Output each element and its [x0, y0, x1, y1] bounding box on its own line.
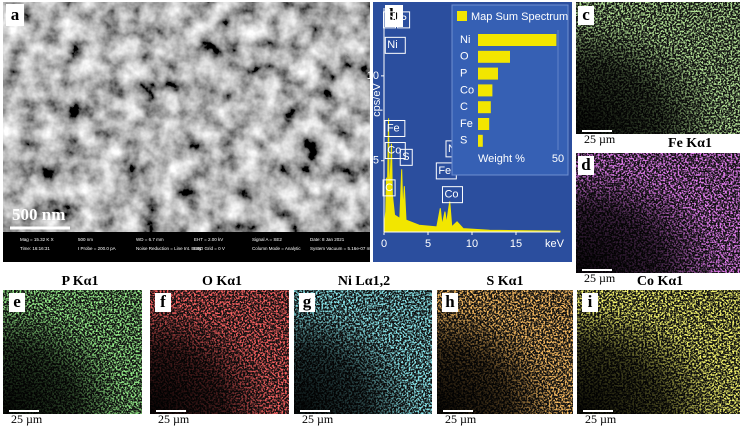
map-shade [576, 153, 740, 273]
panel-label: c [582, 5, 590, 24]
sem-info: Time: 16:16:31 [20, 246, 50, 251]
x-axis-label: keV [545, 238, 565, 250]
peak-label-box [384, 119, 406, 137]
panel-label-box [155, 293, 171, 312]
bar [478, 118, 490, 130]
panel-label-box [582, 293, 598, 312]
map-title: Ni Lα1,2 [338, 274, 390, 289]
x-tick-label: 0 [381, 238, 387, 250]
sem-info: ESD Grid = 0 V [194, 246, 225, 251]
category-label: Co [460, 84, 474, 96]
panel-label: b [389, 5, 398, 24]
map-shade [3, 290, 142, 414]
map-title: Co Kα1 [637, 274, 683, 289]
map-title: S Kα1 [487, 274, 524, 289]
scale-bar-label: 25 µm [11, 412, 43, 426]
map-title: P Kα1 [62, 274, 99, 289]
scale-bar-label: 25 µm [445, 412, 477, 426]
category-label: S [460, 135, 467, 147]
sem-info: System Vacuum = 5.16e-07 mbar [310, 246, 377, 251]
panel-label-box [442, 293, 458, 312]
scale-bar-label: 25 µm [158, 412, 190, 426]
panel-label: a [11, 5, 20, 24]
bar [478, 84, 493, 97]
bar [478, 50, 510, 63]
panel-label: i [588, 292, 593, 311]
inset-background [451, 4, 569, 176]
peak-label-box [397, 11, 411, 29]
sem-info: Signal A = SE2 [252, 237, 282, 242]
map-shade [437, 290, 573, 414]
sem-info: EHT = 2.00 kV [194, 237, 223, 242]
map-shade [150, 290, 289, 414]
panel-label-box [6, 4, 24, 26]
panel-label: g [303, 292, 312, 311]
y-axis-label: cps/eV [371, 83, 383, 117]
peak-label: S [402, 151, 409, 163]
peak-label: Ni [387, 39, 397, 51]
bar [478, 101, 491, 114]
scale-bar-label: 25 µm [585, 412, 617, 426]
peak-label-box [441, 186, 463, 204]
map-title: Fe Kα1 [668, 136, 712, 151]
scale-bar-label: 500 nm [12, 205, 65, 224]
bar [478, 134, 483, 147]
peak-label: O [386, 14, 395, 26]
map-title: O Kα1 [202, 274, 242, 289]
category-label: C [460, 101, 468, 113]
peak-label-box [399, 148, 413, 166]
panel-label-box [385, 5, 403, 27]
map-shade [294, 290, 432, 414]
sem-info: Date: 8 Jan 2021 [310, 237, 345, 242]
sem-info: Mag = 15.32 K X [20, 237, 54, 242]
inset-title: Map Sum Spectrum [471, 11, 568, 23]
category-label: P [460, 68, 467, 80]
peak-label-box [384, 142, 406, 160]
peak-label-box [382, 179, 396, 197]
x-tick-label: 50 [552, 153, 564, 165]
sem-info: WD = 6.7 mm [136, 237, 164, 242]
legend-swatch [457, 11, 467, 21]
panel-label-box [9, 293, 25, 312]
peak-label: Co [387, 144, 401, 156]
map-shade [576, 2, 740, 134]
sem-image [3, 2, 370, 232]
x-tick-label: 15 [510, 238, 522, 250]
category-label: Ni [460, 34, 470, 46]
scale-bar-label: 25 µm [302, 412, 334, 426]
y-tick-label: 5 [373, 155, 379, 167]
x-tick-label: 10 [466, 238, 478, 250]
peak-label: Fe [438, 165, 451, 177]
scale-bar-label: 25 µm [584, 271, 616, 285]
scale-bar-label: 25 µm [584, 132, 616, 146]
panel-label: f [160, 292, 166, 311]
category-label: O [460, 51, 469, 63]
peak-label: P [400, 14, 407, 26]
map-shade [577, 290, 740, 414]
peak-label-box [383, 11, 397, 29]
panel-label: d [581, 155, 591, 174]
panel-label: h [445, 292, 455, 311]
sem-info-bar [3, 232, 370, 262]
panel-label-box [578, 156, 594, 175]
sem-info: Column Mode = Analytic [252, 246, 301, 251]
sem-info: Noise Reduction = Line Int. Busy [136, 246, 202, 251]
spectrum [383, 118, 561, 233]
panel-label: e [13, 292, 21, 311]
peak-label: Co [444, 189, 458, 201]
bar [478, 34, 557, 46]
peak-label-box [384, 36, 406, 54]
panel-label-box [299, 293, 315, 312]
sem-info: I Probe = 200.0 pA [78, 246, 116, 251]
x-axis-label: Weight % [478, 153, 525, 165]
peak-label: C [385, 182, 393, 194]
peak-label: Fe [387, 122, 400, 134]
x-tick-label: 5 [425, 238, 431, 250]
sem-info: 500 nm [78, 237, 93, 242]
panel-label-box [578, 6, 594, 25]
bar [478, 67, 498, 80]
y-tick-label: 10 [367, 70, 379, 82]
category-label: Fe [460, 118, 473, 130]
